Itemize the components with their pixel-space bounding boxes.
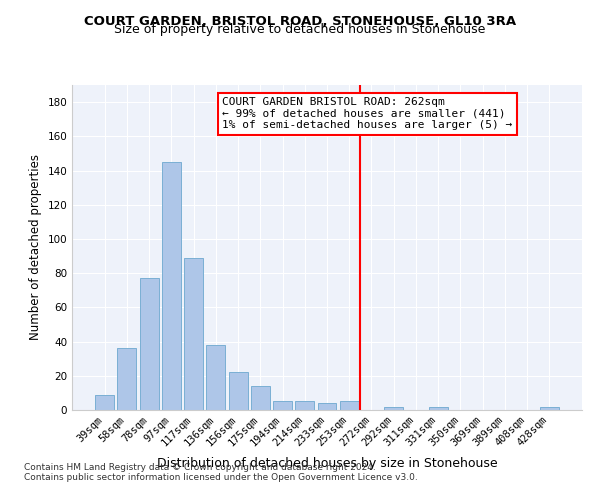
Text: COURT GARDEN, BRISTOL ROAD, STONEHOUSE, GL10 3RA: COURT GARDEN, BRISTOL ROAD, STONEHOUSE, … [84, 15, 516, 28]
Bar [295, 402, 314, 410]
Bar [184, 258, 203, 410]
Text: Contains public sector information licensed under the Open Government Licence v3: Contains public sector information licen… [24, 474, 418, 482]
Text: COURT GARDEN BRISTOL ROAD: 262sqm
← 99% of detached houses are smaller (441)
1% : COURT GARDEN BRISTOL ROAD: 262sqm ← 99% … [223, 97, 513, 130]
Bar [162, 162, 181, 410]
X-axis label: Distribution of detached houses by size in Stonehouse: Distribution of detached houses by size … [157, 457, 497, 470]
Bar [95, 394, 114, 410]
Bar [206, 345, 225, 410]
Bar [317, 403, 337, 410]
Bar [384, 406, 403, 410]
Bar [540, 406, 559, 410]
Bar [140, 278, 158, 410]
Bar [429, 406, 448, 410]
Bar [340, 402, 359, 410]
Bar [251, 386, 270, 410]
Text: Size of property relative to detached houses in Stonehouse: Size of property relative to detached ho… [115, 22, 485, 36]
Bar [273, 402, 292, 410]
Text: Contains HM Land Registry data © Crown copyright and database right 2024.: Contains HM Land Registry data © Crown c… [24, 464, 376, 472]
Bar [229, 372, 248, 410]
Bar [118, 348, 136, 410]
Y-axis label: Number of detached properties: Number of detached properties [29, 154, 42, 340]
